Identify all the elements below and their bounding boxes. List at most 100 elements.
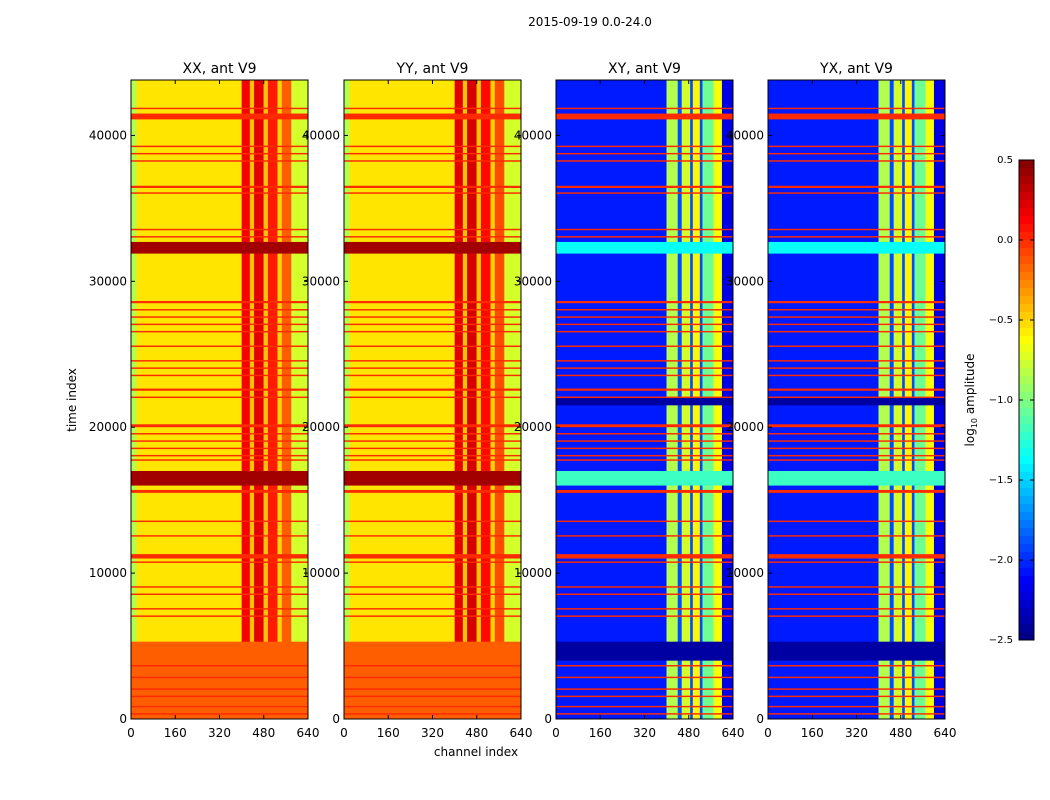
heatmap-flag-row (344, 665, 521, 667)
colorbar-tick-label: −2.5 (989, 635, 1013, 646)
heatmap-flag-row (131, 489, 308, 493)
heatmap-column-band (267, 80, 278, 719)
heatmap-flag-row (131, 665, 308, 667)
colorbar-segment (1019, 264, 1034, 273)
heatmap-flag-row (131, 433, 308, 435)
y-tick-label: 10000 (514, 566, 552, 580)
colorbar-segment (1019, 216, 1034, 225)
heatmap-flag-row (556, 113, 733, 120)
heatmap-column-band (494, 80, 505, 719)
heatmap-flag-row (768, 345, 945, 347)
heatmap-flag-row (131, 586, 308, 588)
panel-title: XX, ant V9 (183, 61, 257, 77)
heatmap-flag-row (556, 316, 733, 318)
heatmap-column-band (467, 80, 477, 719)
heatmap-flag-row (344, 152, 521, 155)
heatmap-flag-row (344, 705, 521, 708)
colorbar-segment (1019, 568, 1034, 577)
heatmap-flag-row (131, 454, 308, 457)
colorbar-segment (1019, 520, 1034, 529)
y-tick-label: 40000 (89, 128, 127, 142)
heatmap-flag-row (131, 388, 308, 391)
colorbar-segment (1019, 352, 1034, 361)
colorbar-label: log10 amplitude (963, 354, 979, 447)
x-tick-label: 320 (208, 726, 231, 740)
heatmap-column-band (480, 80, 491, 719)
heatmap-flag-row (131, 145, 308, 148)
colorbar-segment (1019, 376, 1034, 385)
colorbar-segment (1019, 480, 1034, 489)
heatmap-flag-row (344, 241, 521, 254)
heatmap-flag-row (344, 113, 521, 120)
heatmap-flag-row (768, 713, 945, 715)
colorbar-segment (1019, 208, 1034, 217)
heatmap-flag-row (556, 398, 733, 406)
colorbar-segment (1019, 240, 1034, 249)
heatmap-flag-row (768, 309, 945, 311)
heatmap-flag-row (768, 593, 945, 595)
heatmap-column-band (454, 80, 463, 719)
heatmap-flag-row (556, 107, 733, 110)
heatmap-flag-row (768, 447, 945, 450)
heatmap-flag-row (768, 554, 945, 559)
heatmap-flag-row (556, 192, 733, 194)
heatmap-flag-row (556, 676, 733, 679)
heatmap-flag-row (556, 367, 733, 369)
heatmap-flag-row (344, 561, 521, 563)
heatmap-column-band (490, 80, 495, 719)
heatmap-flag-row (768, 113, 945, 120)
colorbar-segment (1019, 440, 1034, 449)
heatmap-flag-row (768, 152, 945, 155)
heatmap-flag-row (768, 241, 945, 254)
colorbar-segment (1019, 296, 1034, 305)
y-tick-label: 20000 (726, 420, 764, 434)
heatmap-flag-row (131, 713, 308, 715)
heatmap-flag-row (556, 554, 733, 559)
heatmap-column-band (476, 80, 481, 719)
x-tick-label: 640 (722, 726, 745, 740)
heatmap-flag-row (556, 470, 733, 486)
colorbar-tick-label: 0.5 (997, 155, 1013, 166)
heatmap-flag-row (344, 107, 521, 110)
heatmap-flag-row (556, 695, 733, 698)
colorbar-segment (1019, 328, 1034, 337)
colorbar-segment (1019, 224, 1034, 233)
heatmap-flag-row (768, 160, 945, 162)
heatmap-flag-row (344, 330, 521, 333)
heatmap-flag-row (131, 705, 308, 708)
heatmap-flag-row (344, 160, 521, 162)
heatmap-column-band (249, 80, 255, 719)
heatmap-flag-row (556, 641, 733, 661)
colorbar-segment (1019, 632, 1034, 641)
y-tick-label: 30000 (302, 274, 340, 288)
colorbar-segment (1019, 304, 1034, 313)
x-tick-label: 320 (633, 726, 656, 740)
heatmap-flag-row (768, 323, 945, 326)
heatmap-column-band (277, 80, 282, 719)
heatmap-column-band (504, 80, 521, 719)
heatmap-flag-row (768, 705, 945, 708)
x-tick-label: 160 (589, 726, 612, 740)
heatmap-flag-row (344, 301, 521, 304)
heatmap-flag-row (131, 160, 308, 162)
heatmap-flag-row (768, 316, 945, 318)
x-tick-label: 160 (801, 726, 824, 740)
heatmap-flag-row (344, 185, 521, 188)
heatmap-flag-row (556, 535, 733, 537)
y-tick-label: 20000 (302, 420, 340, 434)
heatmap-flag-row (344, 454, 521, 457)
heatmap-flag-row (131, 424, 308, 428)
heatmap-flag-row (768, 388, 945, 391)
colorbar-tick-label: −0.5 (989, 315, 1013, 326)
heatmap-flag-row (131, 185, 308, 188)
heatmap-flag-row (344, 323, 521, 326)
figure-title: 2015-09-19 0.0-24.0 (528, 15, 652, 29)
colorbar-segment (1019, 608, 1034, 617)
heatmap-flag-row (131, 107, 308, 110)
heatmap-flag-row (768, 665, 945, 667)
heatmap-column-band (131, 80, 137, 719)
x-tick-label: 320 (845, 726, 868, 740)
y-tick-label: 0 (544, 712, 552, 726)
heatmap-flag-row (768, 586, 945, 588)
x-tick-label: 0 (552, 726, 560, 740)
